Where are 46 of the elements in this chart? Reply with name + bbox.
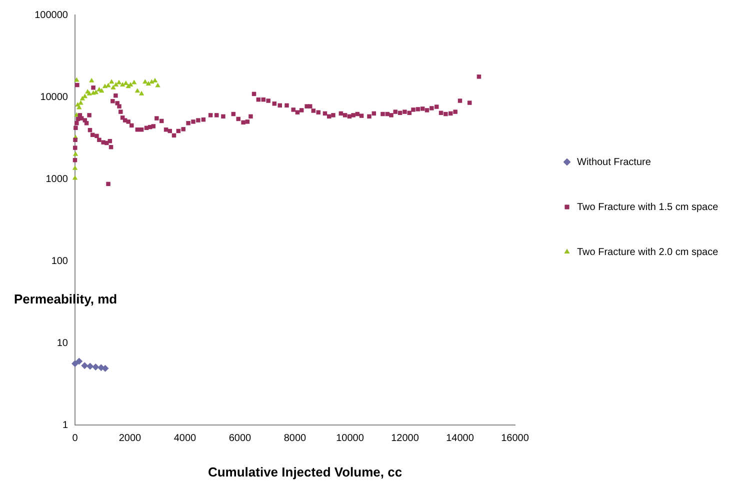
- point: [72, 165, 78, 170]
- point: [108, 79, 114, 84]
- point: [92, 363, 100, 370]
- x-tick-label: 16000: [501, 432, 530, 444]
- point: [142, 79, 148, 84]
- point: [138, 90, 144, 96]
- y-tick-label: 1: [62, 420, 68, 431]
- point: [72, 151, 78, 156]
- point: [134, 88, 140, 93]
- point: [132, 80, 137, 84]
- point: [99, 88, 104, 93]
- x-tick-label: 6000: [228, 432, 252, 444]
- x-axis-title: Cumulative Injected Volume, cc: [208, 464, 402, 480]
- y-tick-label: 1000: [46, 174, 68, 185]
- x-tick-label: 4000: [174, 432, 197, 444]
- point: [76, 358, 83, 365]
- point: [89, 78, 94, 82]
- point: [72, 175, 78, 180]
- point: [110, 84, 116, 90]
- point: [146, 81, 152, 86]
- point: [155, 82, 160, 88]
- point: [116, 80, 122, 84]
- point: [86, 362, 94, 370]
- point: [123, 80, 128, 86]
- x-tick-label: 0: [72, 432, 78, 444]
- point: [81, 362, 88, 370]
- x-tick-label: 12000: [391, 432, 420, 444]
- x-tick-label: 10000: [336, 432, 364, 444]
- point: [72, 360, 78, 368]
- x-tick-label: 2000: [118, 432, 142, 444]
- point: [102, 364, 109, 372]
- point: [80, 96, 86, 100]
- x-tick-label: 8000: [284, 432, 307, 444]
- x-tick-label: 14000: [446, 432, 474, 444]
- y-axis-title: Permeability, md: [14, 292, 118, 307]
- point: [120, 82, 126, 87]
- y-tick-label: 10: [56, 338, 68, 349]
- y-tick-label: 10000: [40, 92, 68, 103]
- legend-label: Without Fracture: [577, 156, 652, 168]
- legend-label: Two Fracture with 1.5 cm space: [577, 202, 719, 213]
- legend-label: Two Fracture with 2.0 cm space: [577, 246, 719, 258]
- y-tick-label: 100000: [34, 10, 68, 21]
- point: [74, 77, 80, 82]
- point: [106, 82, 111, 88]
- y-tick-label: 100: [51, 256, 68, 267]
- point: [113, 82, 119, 87]
